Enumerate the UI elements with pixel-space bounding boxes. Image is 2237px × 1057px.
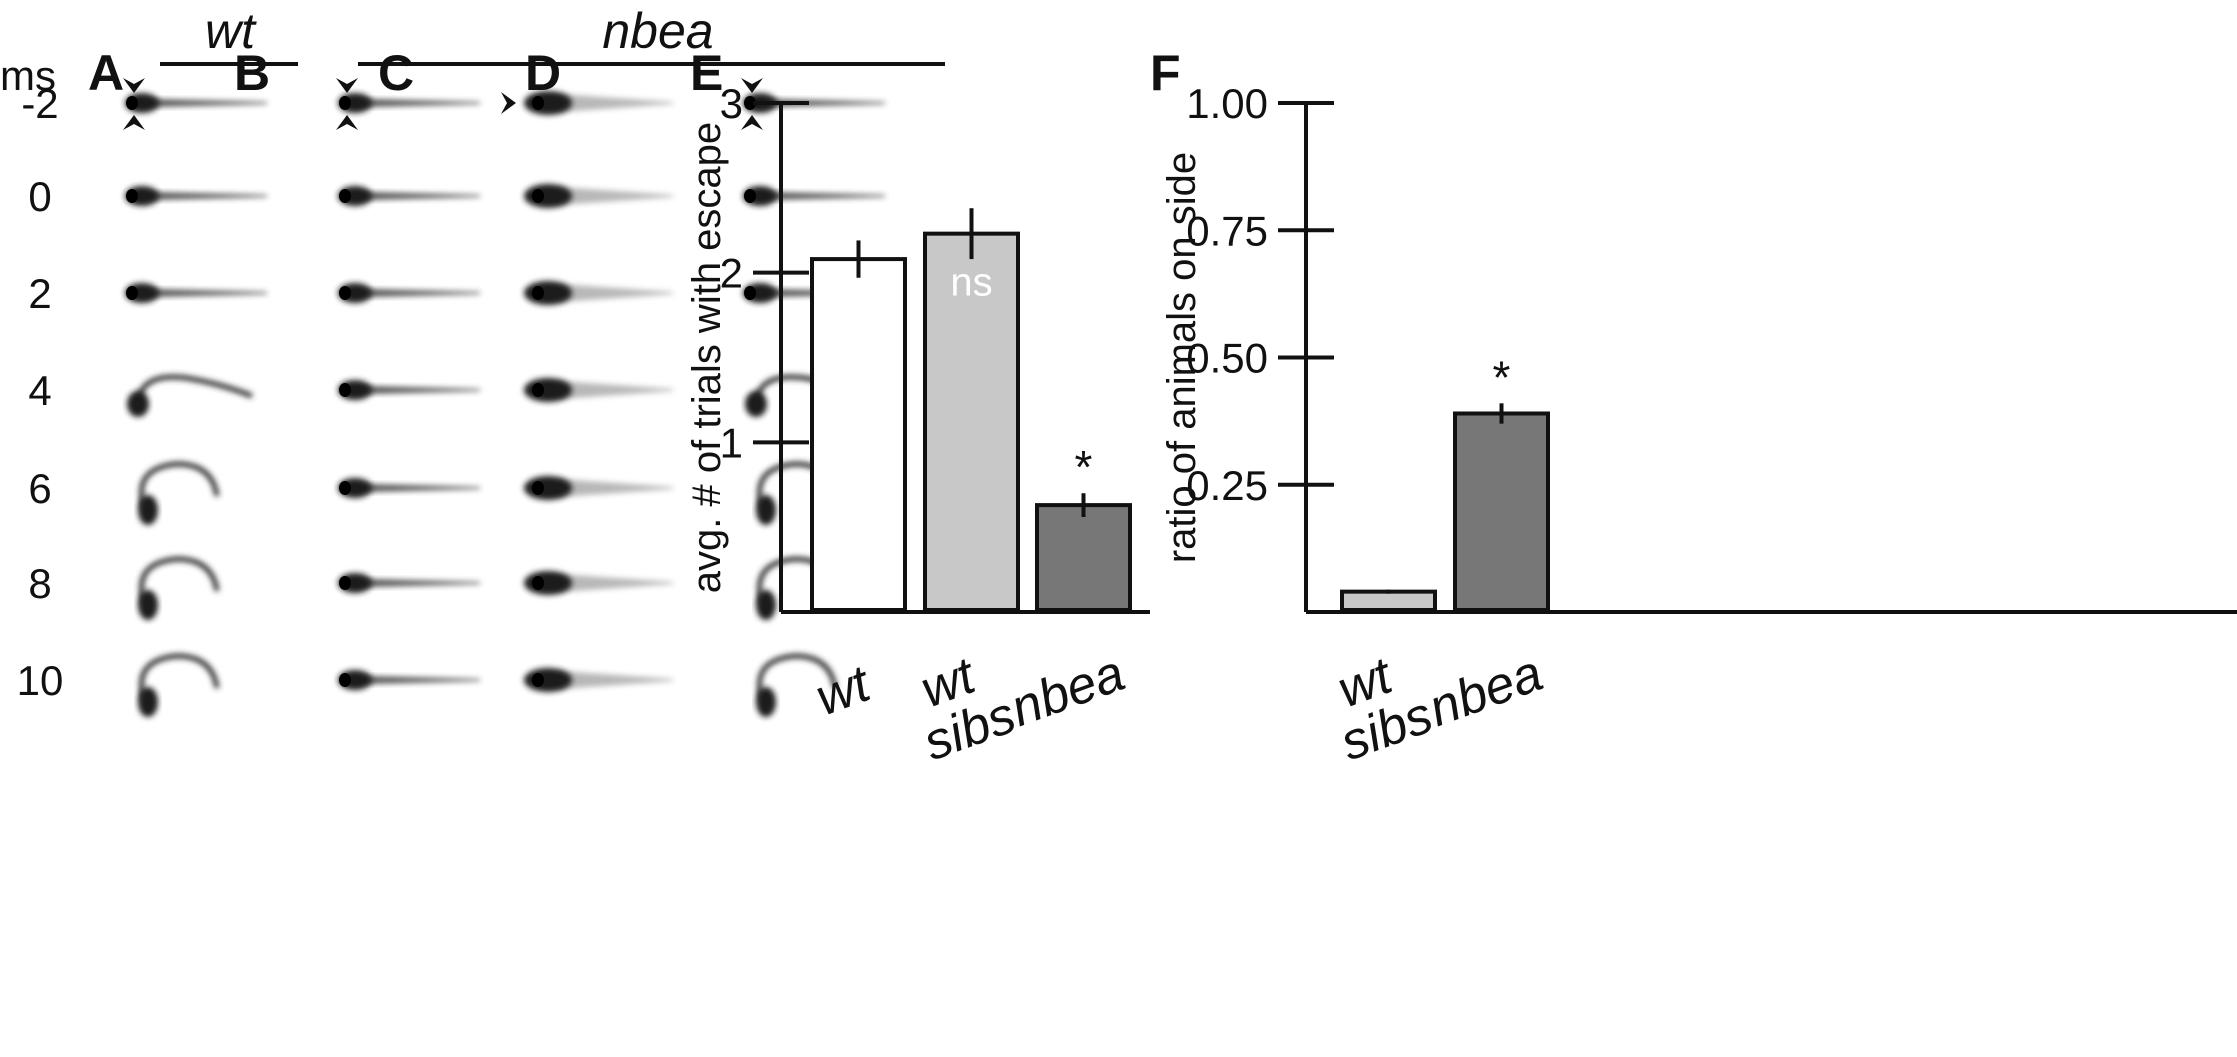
arrowhead-icon: [741, 115, 763, 130]
panel-label: C: [378, 45, 414, 101]
time-label: 6: [28, 465, 51, 512]
larva-image: [756, 653, 838, 717]
bar: [923, 231, 1020, 612]
larva-image: [138, 461, 220, 525]
y-axis-label: ratio of animals on side: [1160, 152, 1204, 563]
larva-image: [524, 668, 673, 692]
larva-image: [125, 186, 267, 206]
larva-image: [125, 93, 267, 113]
larva-image: [524, 184, 673, 208]
larva-image: [338, 670, 480, 690]
larva-image: [338, 478, 480, 498]
larva-image: [524, 476, 673, 500]
time-label: 2: [28, 270, 51, 317]
larva-image: [138, 653, 220, 717]
larva-image: [338, 573, 480, 593]
time-label: 4: [28, 367, 51, 414]
bar: [1453, 411, 1550, 612]
larva-image: [524, 571, 673, 595]
larva-image: [524, 378, 673, 402]
larva-image: [524, 281, 673, 305]
panel-label: F: [1150, 45, 1181, 101]
fish-image-panels: A B C D: [88, 45, 885, 717]
annotation-label: ns: [950, 261, 992, 305]
y-tick-label: 0.25: [1186, 462, 1268, 509]
arrowhead-icon: [336, 115, 358, 130]
panel-label: A: [88, 45, 124, 101]
significance-marker: *: [1075, 441, 1093, 493]
fish-panel-C: C: [378, 45, 673, 692]
larva-image: [524, 91, 673, 115]
y-tick-label: 3: [720, 80, 743, 127]
x-category-label: nbea: [1421, 644, 1550, 738]
group-label-nbea: nbea: [602, 3, 713, 59]
larva-image: [125, 283, 267, 303]
y-tick-label: 1.00: [1186, 80, 1268, 127]
time-label: 10: [17, 657, 64, 704]
arrowhead-icon: [123, 115, 145, 130]
larva-image: [127, 374, 253, 417]
arrowhead-icon: [741, 78, 763, 93]
bar: [810, 257, 907, 612]
group-label-wt: wt: [205, 3, 257, 59]
arrowhead-icon: [123, 78, 145, 93]
larva-image: [743, 186, 885, 206]
larva-image: [138, 556, 220, 620]
arrowhead-icon: [501, 92, 516, 114]
panel-label: D: [525, 45, 561, 101]
fish-panel-B: B: [234, 45, 480, 690]
bar: [1340, 589, 1437, 613]
larva-image: [338, 93, 480, 113]
panel-label: B: [234, 45, 270, 101]
significance-marker: *: [1493, 351, 1511, 403]
panel-label: E: [690, 45, 723, 101]
y-tick-label: 0.75: [1186, 207, 1268, 254]
larva-image: [338, 283, 480, 303]
y-tick-label: 2: [720, 250, 743, 297]
y-tick-label: 1: [720, 419, 743, 466]
x-category-label: wt: [808, 654, 879, 727]
time-labels: -2 0 2 4 6 8 10: [17, 80, 64, 704]
larva-image: [338, 380, 480, 400]
bar: [1035, 503, 1132, 612]
time-label: 0: [28, 173, 51, 220]
time-label: -2: [21, 80, 58, 127]
time-label: 8: [28, 560, 51, 607]
y-axis-label: avg. # of trials with escape: [685, 122, 729, 593]
larva-image: [338, 186, 480, 206]
chart-panel-F: F 0.25 0.50 0.75 1.00 ratio of animals on sid…: [1150, 45, 2237, 772]
fish-panel-A: A: [88, 45, 267, 717]
arrowhead-icon: [336, 78, 358, 93]
x-category-label: nbea: [1003, 644, 1132, 738]
time-unit-label: ms: [0, 52, 56, 99]
y-tick-label: 0.50: [1186, 335, 1268, 382]
